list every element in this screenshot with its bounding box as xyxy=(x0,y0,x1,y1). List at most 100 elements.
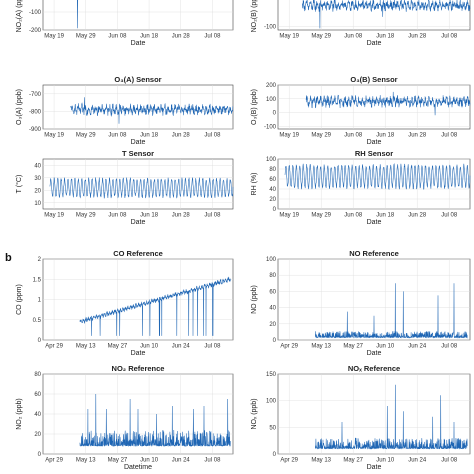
x-tick-label: Jun 28 xyxy=(408,133,427,139)
y-tick-label: 0.5 xyxy=(33,318,42,324)
y-tick-label: 100 xyxy=(266,257,277,263)
y-tick-label: -100 xyxy=(29,10,42,16)
x-tick-label: Jun 18 xyxy=(140,213,159,219)
plot-area xyxy=(42,158,234,210)
y-tick-label: 200 xyxy=(266,83,277,89)
series-line xyxy=(79,276,231,336)
y-tick-label: 40 xyxy=(269,306,276,312)
x-tick-label: Jul 08 xyxy=(204,34,221,40)
x-axis-label: Datetime xyxy=(124,464,152,471)
y-tick-label: 1 xyxy=(38,298,42,304)
x-tick-label: Jul 08 xyxy=(204,344,221,350)
x-tick-label: Jul 08 xyxy=(204,213,221,219)
chart-title: NOₓ Reference xyxy=(348,364,400,373)
series-line xyxy=(315,384,468,450)
plot-area xyxy=(42,84,234,130)
x-tick-label: Jun 10 xyxy=(140,458,159,464)
y-axis-label: NO₂(B) (ppb) xyxy=(251,0,258,32)
series-line xyxy=(70,97,234,124)
y-tick-label: 30 xyxy=(34,176,41,182)
x-tick-label: May 13 xyxy=(311,458,331,464)
x-tick-label: May 27 xyxy=(343,344,363,350)
x-tick-label: Jun 10 xyxy=(376,344,395,350)
x-tick-label: Jun 18 xyxy=(376,213,395,219)
y-axis-label: NOₓ (ppb) xyxy=(251,398,258,429)
series-line xyxy=(284,163,471,190)
chart-title: NO Reference xyxy=(349,249,399,258)
y-tick-label: 0 xyxy=(273,338,277,344)
y-tick-label: 100 xyxy=(266,97,277,103)
y-axis-label: O₃(A) (ppb) xyxy=(16,89,23,125)
x-tick-label: Jun 18 xyxy=(140,133,159,139)
y-axis-label: NO₂(A) (ppb) xyxy=(16,0,23,32)
y-tick-label: 60 xyxy=(269,177,276,183)
y-tick-label: 20 xyxy=(34,188,41,194)
y-tick-label: 80 xyxy=(269,273,276,279)
x-axis-label: Date xyxy=(367,350,382,357)
x-tick-label: Jul 08 xyxy=(441,458,458,464)
y-tick-label: 40 xyxy=(269,187,276,193)
x-tick-label: Jun 28 xyxy=(408,34,427,40)
x-tick-label: Jul 08 xyxy=(441,344,458,350)
x-axis-label: Date xyxy=(367,219,382,226)
x-tick-label: May 13 xyxy=(311,344,331,350)
y-tick-label: 20 xyxy=(34,432,41,438)
y-tick-label: 0 xyxy=(38,338,42,344)
x-tick-label: Jun 10 xyxy=(140,344,159,350)
series-line xyxy=(305,91,471,116)
x-tick-label: Jul 08 xyxy=(204,133,221,139)
y-tick-label: 60 xyxy=(269,289,276,295)
x-tick-label: May 27 xyxy=(108,458,128,464)
x-tick-label: Jun 18 xyxy=(376,34,395,40)
y-tick-label: 100 xyxy=(266,157,277,163)
x-tick-label: May 19 xyxy=(279,34,299,40)
chart-title: RH Sensor xyxy=(355,149,393,158)
y-tick-label: -700 xyxy=(29,92,42,98)
x-tick-label: Jun 24 xyxy=(408,458,427,464)
y-tick-label: 40 xyxy=(34,163,41,169)
y-tick-label: 50 xyxy=(269,425,276,431)
series-line xyxy=(315,283,468,339)
series-line xyxy=(79,393,231,448)
y-axis-label: NO (ppb) xyxy=(251,285,258,314)
y-axis-label: RH (%) xyxy=(251,173,258,196)
x-tick-label: May 19 xyxy=(279,133,299,139)
chart-title: O₃(A) Sensor xyxy=(114,75,161,84)
y-tick-label: 150 xyxy=(266,372,277,378)
y-tick-label: 0 xyxy=(273,452,277,458)
x-tick-label: Jun 18 xyxy=(376,133,395,139)
x-axis-label: Date xyxy=(131,139,146,146)
y-tick-label: 10 xyxy=(34,201,41,207)
panel-b-label: b xyxy=(5,252,12,264)
y-axis-label: CO (ppm) xyxy=(16,284,23,315)
x-tick-label: May 29 xyxy=(311,213,331,219)
y-tick-label: 60 xyxy=(34,392,41,398)
x-tick-label: May 29 xyxy=(311,34,331,40)
x-tick-label: Jun 28 xyxy=(408,213,427,219)
x-tick-label: May 19 xyxy=(44,133,64,139)
x-tick-label: Jun 24 xyxy=(172,344,191,350)
x-tick-label: Apr 29 xyxy=(45,458,63,464)
x-tick-label: May 13 xyxy=(76,458,96,464)
plot-area xyxy=(277,84,471,130)
y-tick-label: -800 xyxy=(29,109,42,115)
x-axis-label: Date xyxy=(367,464,382,471)
x-tick-label: Jul 08 xyxy=(441,133,458,139)
x-tick-label: Jun 08 xyxy=(108,34,127,40)
x-tick-label: Jun 08 xyxy=(344,213,363,219)
x-tick-label: Jun 10 xyxy=(376,458,395,464)
x-axis-label: Date xyxy=(367,139,382,146)
x-tick-label: May 27 xyxy=(108,344,128,350)
chart-title: NO₂ Reference xyxy=(112,364,165,373)
x-tick-label: Jun 28 xyxy=(172,34,191,40)
x-tick-label: Apr 29 xyxy=(280,344,298,350)
x-tick-label: May 19 xyxy=(44,34,64,40)
x-tick-label: May 27 xyxy=(343,458,363,464)
y-tick-label: 20 xyxy=(269,197,276,203)
